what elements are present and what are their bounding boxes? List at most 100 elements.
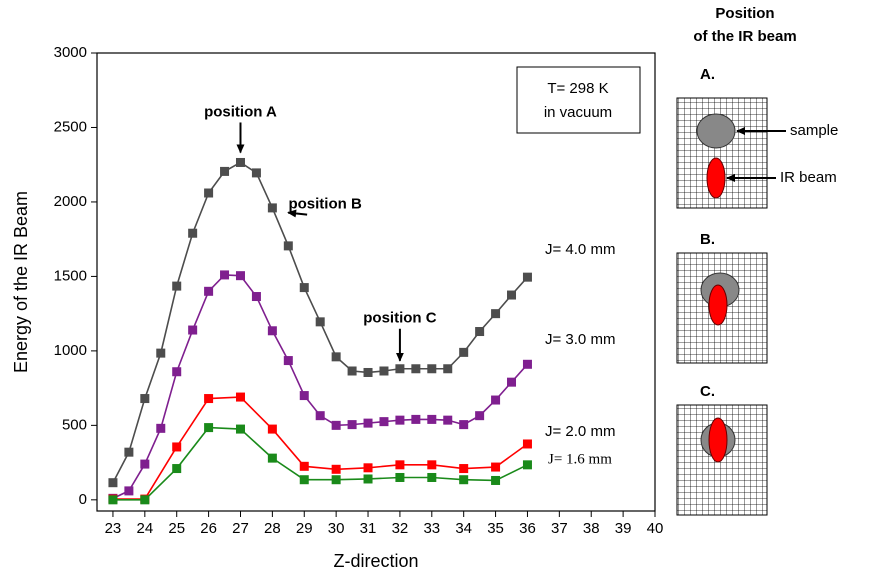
panel-label: A. [700,66,715,83]
marker [363,367,373,377]
x-axis-label: Z-direction [333,551,418,571]
marker [108,495,118,505]
marker [522,460,532,470]
x-tick-label: 24 [136,520,153,537]
marker [331,420,341,430]
marker [363,418,373,428]
marker [427,472,437,482]
marker [443,364,453,374]
marker [220,166,230,176]
marker [459,420,469,430]
series-label: J= 3.0 mm [545,331,615,348]
series-line [112,426,528,501]
marker [395,415,405,425]
marker [331,464,341,474]
sample-label: sample [790,122,838,139]
marker [347,420,357,430]
marker [315,317,325,327]
marker [522,272,532,282]
marker [267,424,277,434]
plot-frame [96,52,656,512]
marker [140,459,150,469]
panel-label: B. [700,231,715,248]
marker [331,475,341,485]
marker [124,447,134,457]
beam-shape [708,284,728,326]
marker [491,395,501,405]
x-tick-label: 32 [392,520,409,537]
panel-label: C. [700,383,715,400]
marker [267,326,277,336]
marker [491,309,501,319]
marker [156,348,166,358]
x-tick-label: 37 [551,520,568,537]
y-tick-label: 3000 [54,44,87,61]
marker [347,366,357,376]
marker [522,359,532,369]
marker [108,478,118,488]
x-tick-label: 25 [168,520,185,537]
marker [475,411,485,421]
marker [251,292,261,302]
marker [140,495,150,505]
marker [491,462,501,472]
marker [459,475,469,485]
marker [427,460,437,470]
marker [459,347,469,357]
marker [379,417,389,427]
marker [204,188,214,198]
marker [267,453,277,463]
marker [283,241,293,251]
marker [395,472,405,482]
marker [204,423,214,433]
x-tick-label: 39 [615,520,632,537]
marker [124,486,134,496]
x-tick-label: 34 [455,520,472,537]
marker [522,439,532,449]
marker [235,271,245,281]
marker [156,423,166,433]
info-box [516,66,641,134]
marker [363,474,373,484]
x-tick-label: 38 [583,520,600,537]
y-tick-label: 2500 [54,118,87,135]
sample-shape [696,113,736,149]
marker [331,352,341,362]
marker [395,460,405,470]
marker [188,325,198,335]
marker [188,228,198,238]
x-tick-label: 30 [328,520,345,537]
annotation: position A [204,103,277,120]
x-tick-label: 40 [647,520,664,537]
marker [379,366,389,376]
x-tick-label: 35 [487,520,504,537]
series-label: J= 4.0 mm [545,241,615,258]
marker [299,461,309,471]
x-tick-label: 28 [264,520,281,537]
marker [251,168,261,178]
marker [235,424,245,434]
series-label: J= 2.0 mm [545,423,615,440]
info-text: in vacuum [544,104,612,121]
y-tick-label: 2000 [54,193,87,210]
x-tick-label: 31 [360,520,377,537]
marker [204,394,214,404]
marker [172,367,182,377]
x-tick-label: 27 [232,520,249,537]
marker [475,327,485,337]
marker [235,157,245,167]
marker [267,203,277,213]
marker [299,391,309,401]
marker [283,356,293,366]
beam-label: IR beam [780,169,837,186]
marker [411,414,421,424]
y-tick-label: 1500 [54,267,87,284]
marker [220,270,230,280]
marker [411,364,421,374]
marker [427,364,437,374]
beam-shape [708,417,728,463]
annotation: position B [288,196,361,213]
marker [140,394,150,404]
marker [172,442,182,452]
series-line [112,396,528,500]
